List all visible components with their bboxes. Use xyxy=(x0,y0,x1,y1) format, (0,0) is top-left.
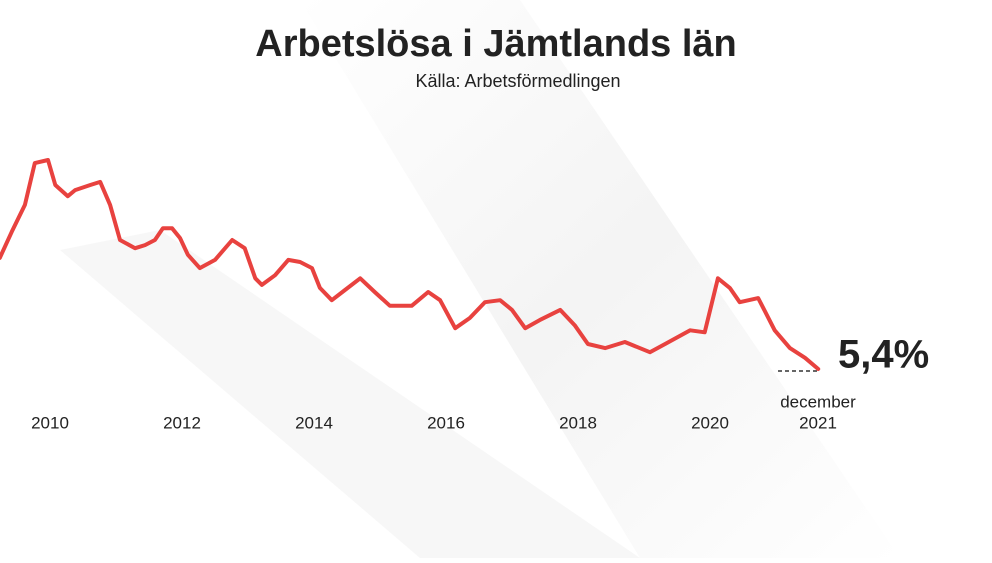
x-tick-label: 2020 xyxy=(691,413,729,432)
x-tick-label: 2010 xyxy=(31,413,69,432)
end-value-label: 5,4% xyxy=(838,333,929,377)
end-year-label: 2021 xyxy=(799,413,837,432)
background-streak xyxy=(60,230,640,558)
end-month-label: december xyxy=(780,392,856,411)
x-tick-label: 2012 xyxy=(163,413,201,432)
x-tick-label: 2016 xyxy=(427,413,465,432)
background-streak xyxy=(300,0,900,558)
chart-subtitle: Källa: Arbetsförmedlingen xyxy=(415,71,620,91)
x-tick-label: 2018 xyxy=(559,413,597,432)
x-tick-label: 2014 xyxy=(295,413,333,432)
data-line xyxy=(0,158,821,371)
chart-title: Arbetslösa i Jämtlands län xyxy=(255,23,737,65)
